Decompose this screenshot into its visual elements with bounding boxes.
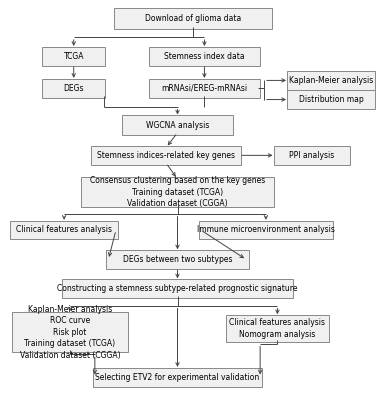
FancyBboxPatch shape — [287, 90, 376, 109]
Text: Distribution map: Distribution map — [299, 95, 364, 104]
Text: Kaplan-Meier analysis: Kaplan-Meier analysis — [289, 76, 373, 85]
Text: Consensus clustering based on the key genes
Training dataset (TCGA)
Validation d: Consensus clustering based on the key ge… — [90, 176, 265, 208]
FancyBboxPatch shape — [12, 312, 127, 352]
Text: DEGs: DEGs — [63, 84, 84, 93]
FancyBboxPatch shape — [287, 71, 376, 90]
FancyBboxPatch shape — [199, 221, 333, 239]
Text: Stemness index data: Stemness index data — [164, 52, 245, 61]
FancyBboxPatch shape — [10, 221, 118, 239]
FancyBboxPatch shape — [107, 250, 249, 269]
FancyBboxPatch shape — [42, 79, 105, 98]
Text: Clinical features analysis: Clinical features analysis — [16, 225, 112, 234]
Text: Kaplan-Meier analysis
ROC curve
Risk plot
Training dataset (TCGA)
Validation dat: Kaplan-Meier analysis ROC curve Risk plo… — [20, 305, 120, 360]
Text: Clinical features analysis
Nomogram analysis: Clinical features analysis Nomogram anal… — [229, 318, 325, 338]
FancyBboxPatch shape — [114, 8, 272, 29]
Text: PPI analysis: PPI analysis — [290, 151, 335, 160]
Text: TCGA: TCGA — [63, 52, 84, 61]
FancyBboxPatch shape — [149, 79, 260, 98]
Text: WGCNA analysis: WGCNA analysis — [146, 120, 209, 130]
FancyBboxPatch shape — [225, 315, 329, 342]
FancyBboxPatch shape — [42, 47, 105, 66]
FancyBboxPatch shape — [91, 146, 241, 165]
Text: Immune microenvironment analysis: Immune microenvironment analysis — [197, 225, 335, 234]
FancyBboxPatch shape — [81, 177, 274, 207]
Text: mRNAsi/EREG-mRNAsi: mRNAsi/EREG-mRNAsi — [161, 84, 247, 93]
Text: Selecting ETV2 for experimental validation: Selecting ETV2 for experimental validati… — [95, 373, 260, 382]
Text: Stemness indices-related key genes: Stemness indices-related key genes — [97, 151, 235, 160]
FancyBboxPatch shape — [93, 368, 262, 387]
Text: Constructing a stemness subtype-related prognostic signature: Constructing a stemness subtype-related … — [57, 284, 298, 293]
Text: Download of glioma data: Download of glioma data — [145, 14, 241, 23]
FancyBboxPatch shape — [122, 116, 233, 135]
Text: DEGs between two subtypes: DEGs between two subtypes — [123, 255, 232, 264]
FancyBboxPatch shape — [274, 146, 350, 164]
FancyBboxPatch shape — [149, 47, 260, 66]
FancyBboxPatch shape — [62, 279, 293, 298]
